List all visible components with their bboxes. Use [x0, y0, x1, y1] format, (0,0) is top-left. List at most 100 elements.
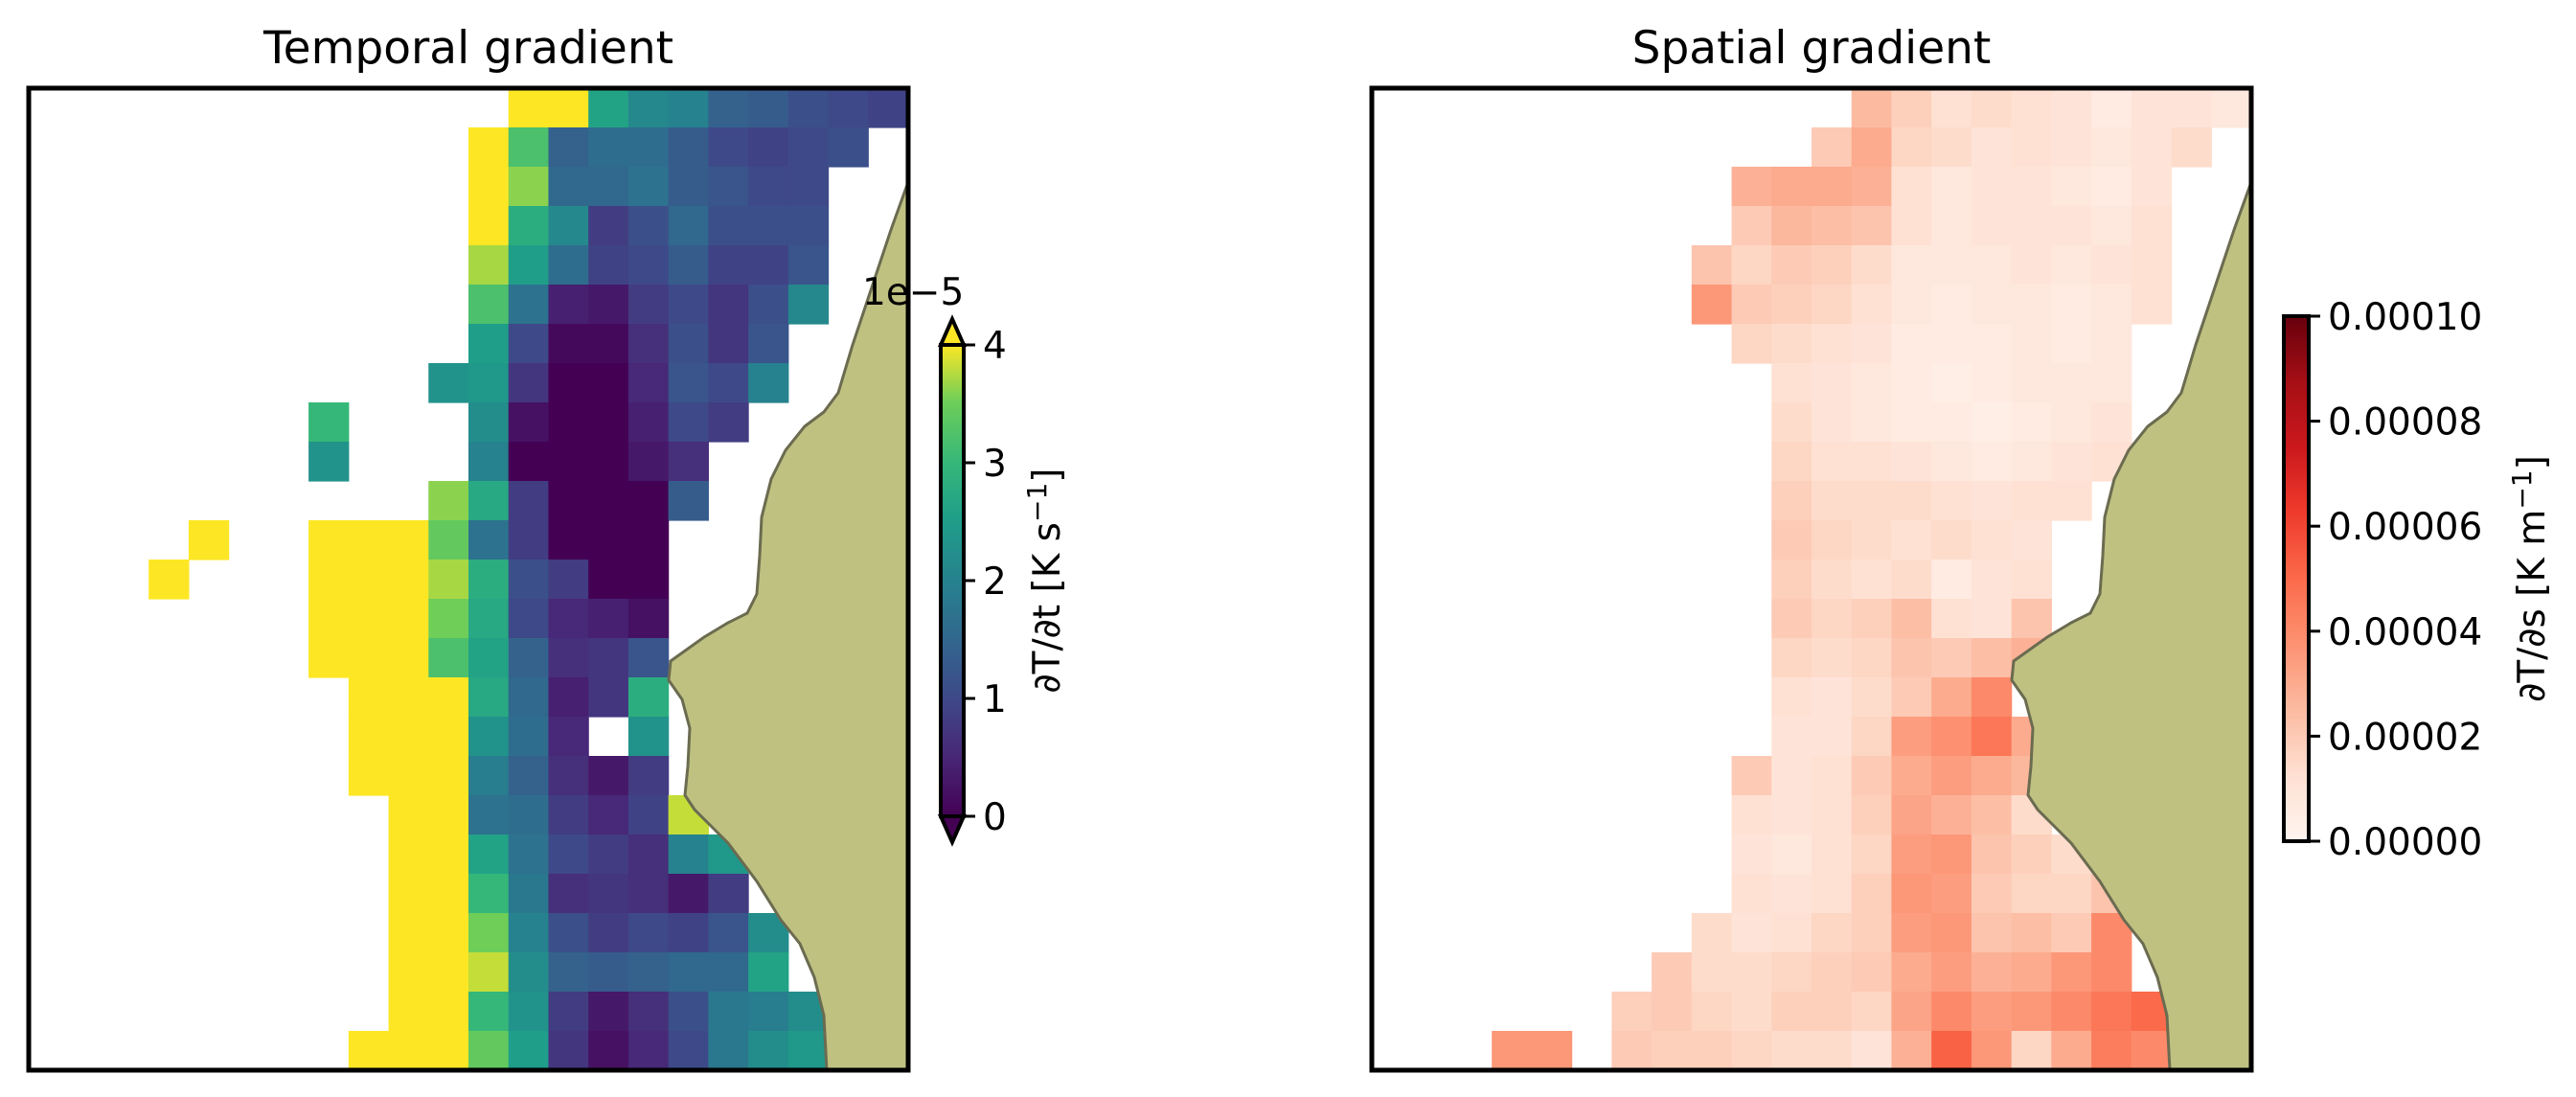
colorbar-extend-max — [937, 314, 968, 347]
heatmap-cell — [508, 402, 550, 443]
heatmap-cell — [388, 677, 429, 718]
heatmap-cell — [1812, 1031, 1853, 1070]
heatmap-cell — [627, 638, 670, 678]
heatmap-cell — [1971, 520, 2013, 560]
heatmap-cell — [748, 88, 789, 128]
heatmap-cell — [1731, 834, 1772, 875]
colorbar-ticks: 0.00000 0.00002 0.00004 0.00006 0.00008 0.000… — [2309, 296, 2482, 864]
heatmap-cell — [1891, 1031, 1932, 1070]
heatmap-cell — [188, 520, 230, 560]
heatmap-cell — [348, 520, 390, 560]
plot-frame — [26, 85, 911, 1073]
heatmap-cell — [2051, 88, 2092, 128]
heatmap-cell — [1731, 167, 1772, 207]
heatmap-cell — [588, 88, 629, 128]
heatmap-cell — [668, 913, 709, 953]
heatmap-cell — [508, 599, 550, 639]
heatmap-cell — [1971, 1031, 2013, 1070]
heatmap-cell — [1771, 834, 1812, 875]
heatmap-cell — [787, 88, 830, 128]
heatmap-cell — [1891, 88, 1932, 128]
heatmap-cell — [428, 677, 469, 718]
heatmap-cell — [1812, 677, 1853, 718]
heatmap-cell — [1771, 324, 1812, 364]
heatmap-cell — [1931, 717, 1972, 757]
heatmap-cell — [1812, 481, 1853, 521]
heatmap-cell — [1971, 599, 2013, 639]
heatmap-cell — [627, 756, 670, 796]
heatmap-cell — [748, 363, 789, 403]
heatmap-cell — [2051, 285, 2092, 325]
land-mask — [2010, 181, 2253, 1072]
heatmap-cell — [668, 992, 709, 1032]
heatmap-cell — [548, 952, 589, 993]
heatmap-cell — [2011, 88, 2052, 128]
heatmap-cell — [468, 245, 510, 286]
heatmap-cell — [1891, 795, 1932, 835]
heatmap-cell — [2131, 206, 2173, 246]
heatmap-cell — [1652, 1031, 1693, 1070]
heatmap-cell — [388, 874, 429, 914]
heatmap-cell — [468, 1031, 510, 1070]
heatmap-cell — [508, 638, 550, 678]
heatmap-cell — [2091, 1031, 2132, 1070]
heatmap-cell — [668, 834, 709, 875]
heatmap-cell — [348, 599, 390, 639]
heatmap-cell — [588, 324, 629, 364]
heatmap-cell — [748, 245, 789, 286]
heatmap-cell — [1851, 127, 1893, 168]
heatmap-cell — [548, 481, 589, 521]
heatmap-cell — [1611, 1031, 1653, 1070]
heatmap-cell — [508, 913, 550, 953]
heatmap-cell — [2131, 88, 2173, 128]
heatmap-cell — [468, 677, 510, 718]
heatmap-cell — [2011, 442, 2052, 482]
heatmap-cell — [2051, 442, 2092, 482]
heatmap-cell — [1812, 285, 1853, 325]
heatmap-cell — [1771, 638, 1812, 678]
heatmap-cell — [627, 206, 670, 246]
heatmap-cell — [388, 952, 429, 993]
heatmap-cell — [1931, 481, 1972, 521]
heatmap-cell — [2171, 88, 2212, 128]
heatmap-cell — [1891, 834, 1932, 875]
heatmap-cell — [468, 599, 510, 639]
heatmap-cell — [468, 285, 510, 325]
heatmap-cell — [1812, 520, 1853, 560]
heatmap-cell — [2091, 285, 2132, 325]
heatmap-cell — [1971, 88, 2013, 128]
heatmap-cell — [508, 795, 550, 835]
colorbar-tick-label: 0.00002 — [2328, 716, 2482, 759]
heatmap-cell — [468, 402, 510, 443]
heatmap-cell — [428, 481, 469, 521]
heatmap-cell — [468, 756, 510, 796]
heatmap-cell — [468, 167, 510, 207]
heatmap-cell — [508, 677, 550, 718]
heatmap-cell — [2131, 1031, 2173, 1070]
heatmap-cell — [2051, 952, 2092, 993]
heatmap-cell — [1851, 677, 1893, 718]
heatmap-cell — [388, 756, 429, 796]
heatmap-cell — [548, 520, 589, 560]
heatmap-cell — [1812, 638, 1853, 678]
plot-frame — [1369, 85, 2254, 1073]
heatmap-cell — [1971, 638, 2013, 678]
heatmap-cell — [1891, 560, 1932, 600]
heatmap-cell — [1931, 795, 1972, 835]
colorbar-bar — [2282, 314, 2311, 843]
heatmap-cell — [627, 952, 670, 993]
heatmap-cell — [508, 992, 550, 1032]
heatmap-cell — [627, 245, 670, 286]
heatmap-cell — [1851, 1031, 1893, 1070]
heatmap-cell — [627, 285, 670, 325]
heatmap-cell — [548, 206, 589, 246]
colorbar-label: ∂T/∂s [K m−1] — [2506, 455, 2554, 702]
heatmap-cell — [627, 874, 670, 914]
colorbar-tick-label: 0.00004 — [2328, 611, 2482, 654]
heatmap-cell — [588, 285, 629, 325]
heatmap-cell — [668, 1031, 709, 1070]
heatmap-cell — [787, 245, 830, 286]
heatmap-cell — [1891, 874, 1932, 914]
heatmap-cell — [468, 795, 510, 835]
